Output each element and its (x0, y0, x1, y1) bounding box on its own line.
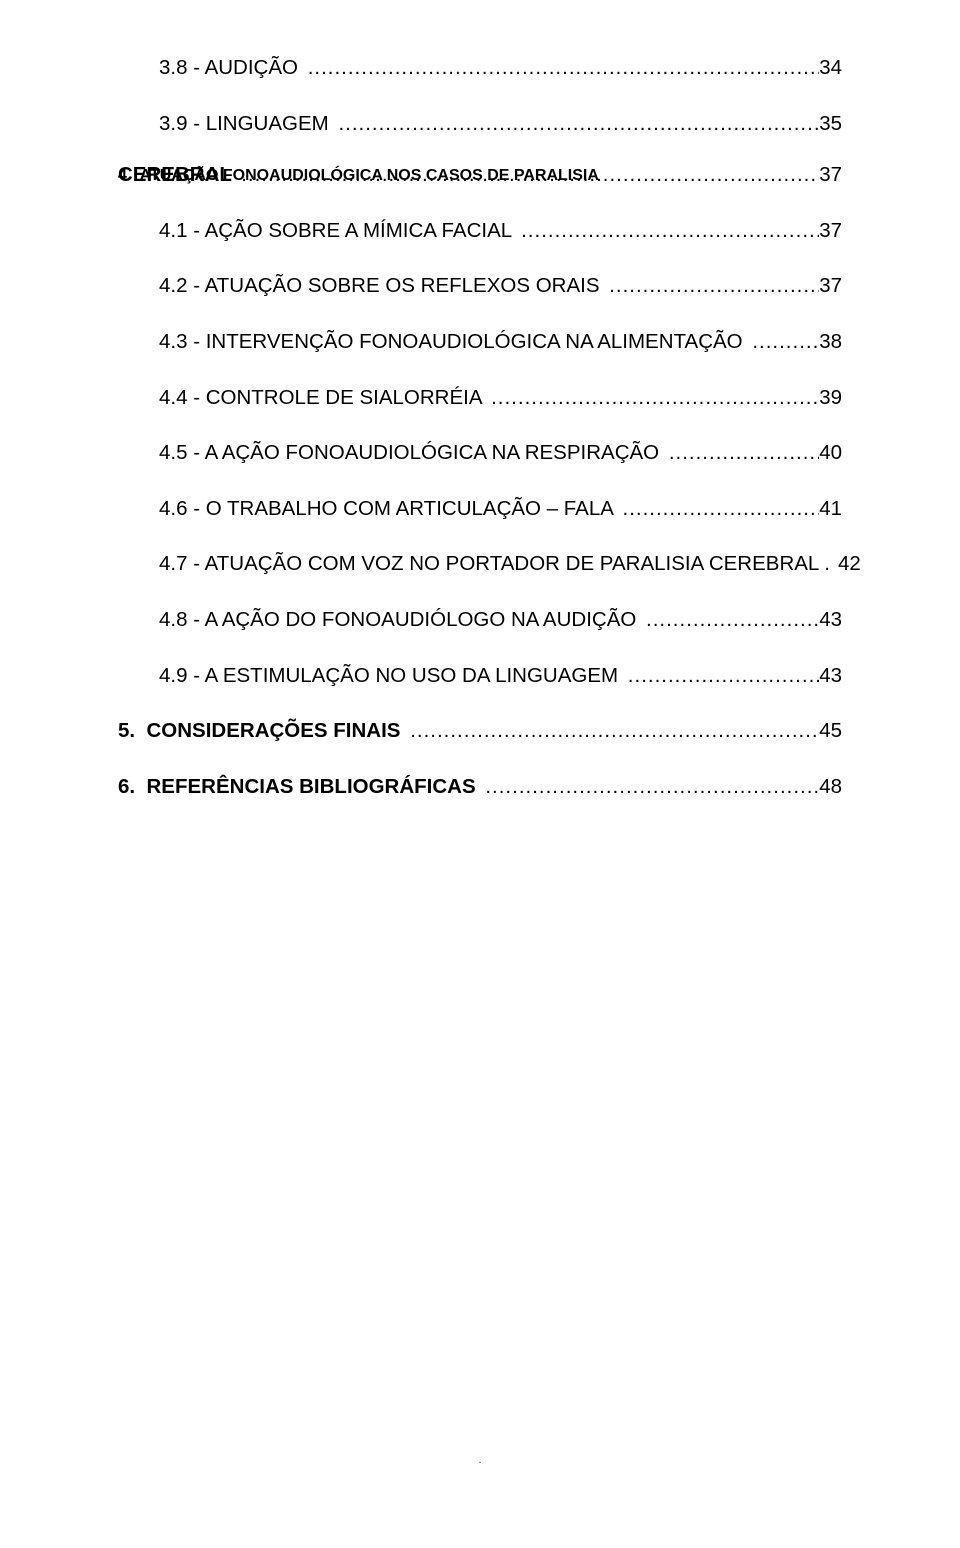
toc-entry: CEREBRAL ...............................… (118, 163, 842, 188)
toc-leader-dots: ........................................… (334, 112, 819, 137)
toc-entry-page: 37 (819, 219, 842, 244)
toc-leader-dots: ........................................… (517, 219, 819, 244)
toc-entry-label: 4.6 - O TRABALHO COM ARTICULAÇÃO – FALA (159, 497, 619, 522)
toc-leader-dots: ........................................… (619, 497, 820, 522)
toc-entry: 3.8 - AUDIÇÃO ..........................… (118, 56, 842, 81)
toc-entry-label: 3.9 - LINGUAGEM (159, 112, 334, 137)
toc-leader-dots: ........................................… (237, 163, 819, 188)
toc-leader-dots: ........................................… (481, 775, 819, 800)
toc-entry-label: 4.1 - AÇÃO SOBRE A MÍMICA FACIAL (159, 219, 517, 244)
toc-entry: 3.9 - LINGUAGEM ........................… (118, 112, 842, 137)
toc-entry-page: 48 (819, 775, 842, 800)
toc-entry-page: 38 (819, 330, 842, 355)
page-footer-dot: . (479, 1455, 482, 1466)
toc-entry-page: 35 (819, 112, 842, 137)
table-of-contents: 3.8 - AUDIÇÃO ..........................… (118, 56, 842, 799)
toc-entry-page: 43 (819, 664, 842, 689)
toc-entry-label: 4.8 - A AÇÃO DO FONOAUDIÓLOGO NA AUDIÇÃO (159, 608, 642, 633)
toc-entry: 6. REFERÊNCIAS BIBLIOGRÁFICAS ..........… (118, 775, 842, 800)
toc-entry-page: 42 (838, 552, 861, 577)
toc-entry-page: 41 (819, 497, 842, 522)
toc-entry: 5. CONSIDERAÇÕES FINAIS ................… (118, 719, 842, 744)
toc-entry: 4.5 - A AÇÃO FONOAUDIOLÓGICA NA RESPIRAÇ… (118, 441, 842, 466)
toc-entry-label: 5. CONSIDERAÇÕES FINAIS (118, 719, 406, 744)
toc-entry: 4.3 - INTERVENÇÃO FONOAUDIOLÓGICA NA ALI… (118, 330, 842, 355)
toc-leader-dots: ........................................… (406, 719, 819, 744)
toc-entry-page: 39 (819, 386, 842, 411)
toc-entry-label: 6. REFERÊNCIAS BIBLIOGRÁFICAS (118, 775, 481, 800)
toc-entry: 4.1 - AÇÃO SOBRE A MÍMICA FACIAL .......… (118, 219, 842, 244)
toc-leader-dots: ........................................… (304, 56, 820, 81)
toc-entry-page: 37 (819, 274, 842, 299)
toc-leader-dots: . (824, 552, 838, 577)
toc-leader-dots: ........................................… (748, 330, 819, 355)
toc-entry-page: 43 (819, 608, 842, 633)
toc-entry-page: 40 (819, 441, 842, 466)
toc-entry-label: 4.3 - INTERVENÇÃO FONOAUDIOLÓGICA NA ALI… (159, 330, 748, 355)
toc-leader-dots: ........................................… (487, 386, 819, 411)
toc-entry-label: 4.4 - CONTROLE DE SIALORRÉIA (159, 386, 487, 411)
toc-entry: 4.8 - A AÇÃO DO FONOAUDIÓLOGO NA AUDIÇÃO… (118, 608, 842, 633)
toc-entry: 4.9 - A ESTIMULAÇÃO NO USO DA LINGUAGEM … (118, 664, 842, 689)
toc-leader-dots: ........................................… (624, 664, 819, 689)
toc-entry-page: 34 (819, 56, 842, 81)
toc-entry-label: 3.8 - AUDIÇÃO (159, 56, 304, 81)
toc-leader-dots: ........................................… (605, 274, 819, 299)
toc-entry-label: CEREBRAL (118, 163, 237, 188)
toc-entry-page: 45 (819, 719, 842, 744)
toc-entry: 4.7 - ATUAÇÃO COM VOZ NO PORTADOR DE PAR… (118, 552, 842, 577)
toc-entry: 4.4 - CONTROLE DE SIALORRÉIA ...........… (118, 386, 842, 411)
toc-entry: 4.2 - ATUAÇÃO SOBRE OS REFLEXOS ORAIS ..… (118, 274, 842, 299)
toc-entry: 4.6 - O TRABALHO COM ARTICULAÇÃO – FALA … (118, 497, 842, 522)
toc-entry-label: 4.9 - A ESTIMULAÇÃO NO USO DA LINGUAGEM (159, 664, 624, 689)
toc-leader-dots: ........................................… (642, 608, 819, 633)
toc-entry-label: 4.5 - A AÇÃO FONOAUDIOLÓGICA NA RESPIRAÇ… (159, 441, 665, 466)
toc-entry-label: 4.2 - ATUAÇÃO SOBRE OS REFLEXOS ORAIS (159, 274, 605, 299)
toc-leader-dots: ........................................… (665, 441, 819, 466)
toc-entry-page: 37 (819, 163, 842, 188)
toc-entry-label: 4.7 - ATUAÇÃO COM VOZ NO PORTADOR DE PAR… (159, 552, 824, 577)
